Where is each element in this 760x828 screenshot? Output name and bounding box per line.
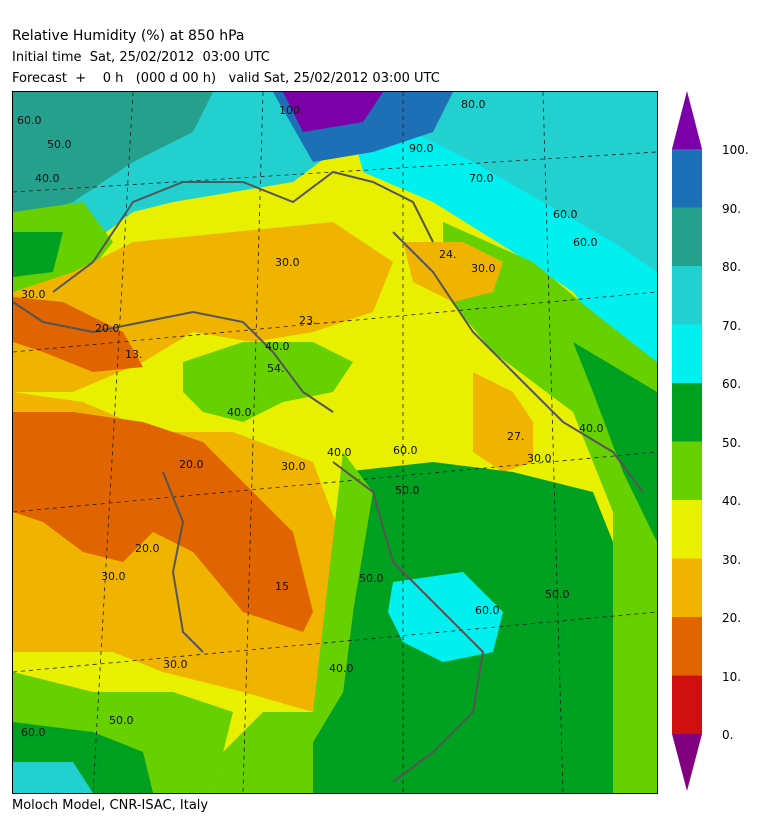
scale-box [672,207,702,267]
scale-box [672,324,702,384]
contour-label: 13. [125,348,143,361]
contour-label: 60.0 [21,726,46,739]
humidity-fields [13,92,657,793]
scale-tick-label: 10. [722,669,742,684]
map-title: Relative Humidity (%) at 850 hPa [12,28,245,44]
scale-arrow-bottom [672,734,702,791]
contour-label: 40.0 [579,422,604,435]
contour-label: 20.0 [135,542,160,555]
scale-tick-label: 20. [722,611,742,625]
contour-label: 60.0 [17,114,42,127]
scale-box [672,500,702,559]
scale-box [672,441,702,501]
scale-box [672,675,702,735]
contour-label: 30.0 [101,570,126,583]
scale-tick-label: 30. [722,552,742,567]
contour-label: 60.0 [393,444,418,457]
contour-label: 70.0 [469,172,494,185]
initial-time: Initial time Sat, 25/02/2012 03:00 UTC [12,50,270,65]
contour-label: 50.0 [545,588,570,601]
contour-label: 30.0 [527,452,552,465]
contour-label: 20.0 [95,322,120,335]
scale-tick-label: 70. [722,318,742,333]
contour-label: 40.0 [329,662,354,675]
contour-label: 80.0 [461,98,486,111]
contour-label: 30.0 [21,288,46,301]
scale-tick-label: 80. [722,260,742,274]
contour-label: 40.0 [327,446,352,459]
scale-tick-label: 60. [722,377,742,391]
contour-label: 15 [275,580,289,593]
scale-arrow-top [672,91,702,149]
model-credit: Moloch Model, CNR-ISAC, Italy [12,798,209,813]
scale-box [672,149,702,208]
contour-label: 50.0 [109,714,134,727]
scale-tick-label: 0. [722,728,734,742]
contour-label: 30.0 [163,658,188,671]
contour-label: 50.0 [47,138,72,151]
scale-box [672,383,702,442]
color-scale-bar [672,91,702,791]
forecast-valid-time: Forecast + 0 h (000 d 00 h) valid Sat, 2… [12,71,440,86]
scale-box [672,558,702,618]
contour-label: 20.0 [179,458,204,471]
contour-label: 60.0 [475,604,500,617]
contour-label: 30.0 [471,262,496,275]
contour-label: 40.0 [35,172,60,185]
scale-tick-label: 100. [722,143,749,157]
contour-label: 24. [439,248,457,261]
contour-label: 27. [507,430,525,443]
contour-label: 60.0 [553,208,578,221]
contour-label: 40.0 [265,340,290,353]
contour-label: 23. [299,314,317,327]
scale-box [672,617,702,676]
contour-label: 90.0 [409,142,434,155]
scale-tick-label: 50. [722,435,742,450]
contour-label: 50.0 [395,484,420,497]
contour-label: 50.0 [359,572,384,585]
scale-tick-label: 40. [722,494,742,508]
humidity-map: 60.0 50.0 40.0 30.0 20.0 13. 30.0 23. 40… [12,91,658,794]
scale-tick-label: 90. [722,201,742,216]
scale-box [672,266,702,325]
contour-label: 30.0 [281,460,306,473]
contour-label: 40.0 [227,406,252,419]
contour-label: 30.0 [275,256,300,269]
contour-label: 54. [267,362,285,375]
contour-label: 60.0 [573,236,598,249]
contour-label: 100. [279,104,304,117]
